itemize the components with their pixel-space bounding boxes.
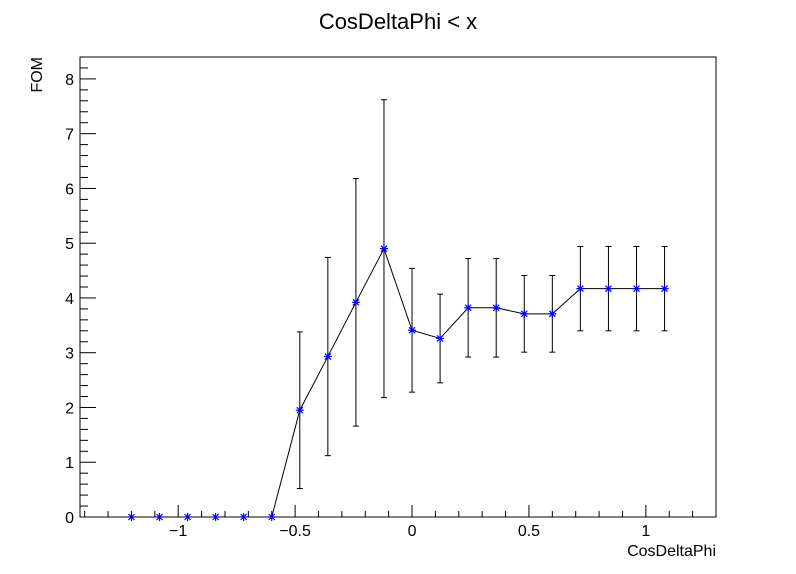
data-point [408, 326, 417, 335]
x-axis-label: CosDeltaPhi [627, 543, 716, 560]
data-point [211, 513, 220, 521]
data-point [492, 303, 501, 312]
marker-stroke [436, 335, 444, 342]
data-point [127, 513, 136, 521]
data-point [183, 513, 192, 521]
marker-stroke [661, 285, 668, 293]
series-layer [127, 99, 669, 521]
y-tick-label: 2 [65, 400, 74, 417]
data-point [548, 309, 557, 318]
marker-stroke [408, 326, 416, 334]
marker-stroke [520, 310, 528, 318]
x-axis-ticks [84, 505, 717, 517]
y-tick-label: 4 [65, 291, 74, 308]
marker-stroke [268, 513, 276, 521]
y-tick-label: 1 [65, 455, 74, 472]
marker-stroke [464, 304, 472, 312]
data-point [576, 284, 585, 293]
y-axis-label: FOM [29, 57, 46, 93]
y-tick-label: 8 [65, 72, 74, 89]
x-tick-label: −0.5 [279, 523, 311, 540]
y-tick-label: 0 [65, 510, 74, 527]
marker-stroke [605, 285, 612, 293]
y-axis-tick-labels: 0 1 2 3 4 5 6 7 8 [65, 72, 74, 527]
marker-stroke [240, 513, 248, 521]
x-tick-label: 0.5 [518, 523, 540, 540]
y-axis-ticks [80, 56, 96, 518]
data-point [155, 513, 164, 521]
marker-stroke [324, 353, 332, 360]
marker-stroke [156, 513, 163, 521]
chart-title: CosDeltaPhi < x [319, 9, 477, 34]
marker-stroke [380, 245, 388, 253]
series-line [131, 247, 665, 518]
data-point [660, 284, 669, 293]
data-point [239, 513, 248, 521]
data-point [351, 298, 360, 307]
y-tick-label: 5 [65, 236, 74, 253]
data-point [323, 352, 332, 361]
data-point [464, 303, 473, 312]
marker-stroke [576, 285, 584, 293]
marker-stroke [212, 513, 220, 521]
marker-stroke [492, 304, 500, 312]
marker-stroke [128, 513, 135, 521]
marker-stroke [633, 285, 640, 293]
data-point [604, 284, 613, 293]
data-point [379, 244, 388, 253]
y-tick-label: 7 [65, 127, 74, 144]
x-axis-tick-labels: −1 −0.5 0 0.5 1 [169, 523, 650, 540]
data-point [632, 284, 641, 293]
marker-stroke [352, 298, 360, 306]
data-point [436, 334, 445, 343]
y-tick-label: 6 [65, 181, 74, 198]
data-point [295, 406, 304, 415]
x-tick-label: 1 [641, 523, 650, 540]
marker-stroke [296, 406, 304, 414]
data-point [267, 513, 276, 521]
x-tick-label: 0 [408, 523, 417, 540]
data-point [520, 309, 529, 318]
x-tick-label: −1 [169, 523, 187, 540]
marker-stroke [548, 310, 556, 318]
marker-stroke [184, 513, 191, 521]
y-tick-label: 3 [65, 346, 74, 363]
